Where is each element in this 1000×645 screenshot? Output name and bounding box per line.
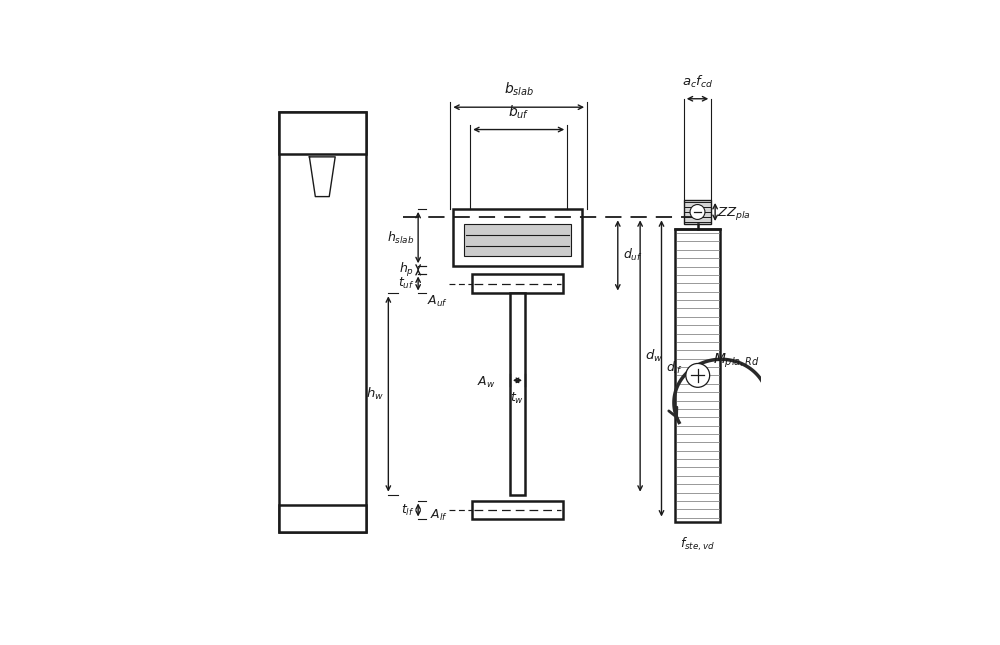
Text: $A_w$: $A_w$ (477, 375, 496, 390)
Text: $t_w$: $t_w$ (510, 392, 525, 406)
Bar (464, 224, 571, 256)
Bar (684, 200, 711, 224)
Text: $t_{lf}$: $t_{lf}$ (401, 502, 414, 517)
Text: $A_{uf}$: $A_{uf}$ (427, 294, 448, 310)
Bar (472, 273, 563, 293)
Text: $t_{uf}$: $t_{uf}$ (398, 276, 414, 291)
Bar (510, 293, 525, 495)
Text: $h_w$: $h_w$ (366, 386, 384, 402)
Text: $M_{pla,Rd}$: $M_{pla,Rd}$ (713, 352, 759, 370)
Text: $h_{slab}$: $h_{slab}$ (387, 230, 414, 246)
Circle shape (690, 204, 705, 219)
Text: $d_{uf}$: $d_{uf}$ (623, 248, 642, 264)
Text: $ZZ_{pla}$: $ZZ_{pla}$ (717, 205, 751, 222)
Bar (472, 501, 563, 519)
Text: $d_w$: $d_w$ (645, 348, 663, 364)
Bar (279, 504, 366, 532)
Circle shape (686, 364, 710, 387)
Bar (453, 209, 582, 266)
Text: $A_{lf}$: $A_{lf}$ (430, 508, 448, 523)
Text: $h_p$: $h_p$ (399, 261, 414, 279)
Bar (675, 229, 720, 522)
Text: $a_c f_{cd}$: $a_c f_{cd}$ (682, 74, 713, 90)
Text: $b_{uf}$: $b_{uf}$ (508, 103, 530, 121)
Text: $f_{ste,vd}$: $f_{ste,vd}$ (680, 535, 715, 553)
Text: $b_{slab}$: $b_{slab}$ (504, 81, 534, 98)
Bar (279, 112, 366, 532)
Text: $d_{lf}$: $d_{lf}$ (666, 361, 683, 377)
Bar (279, 112, 366, 154)
